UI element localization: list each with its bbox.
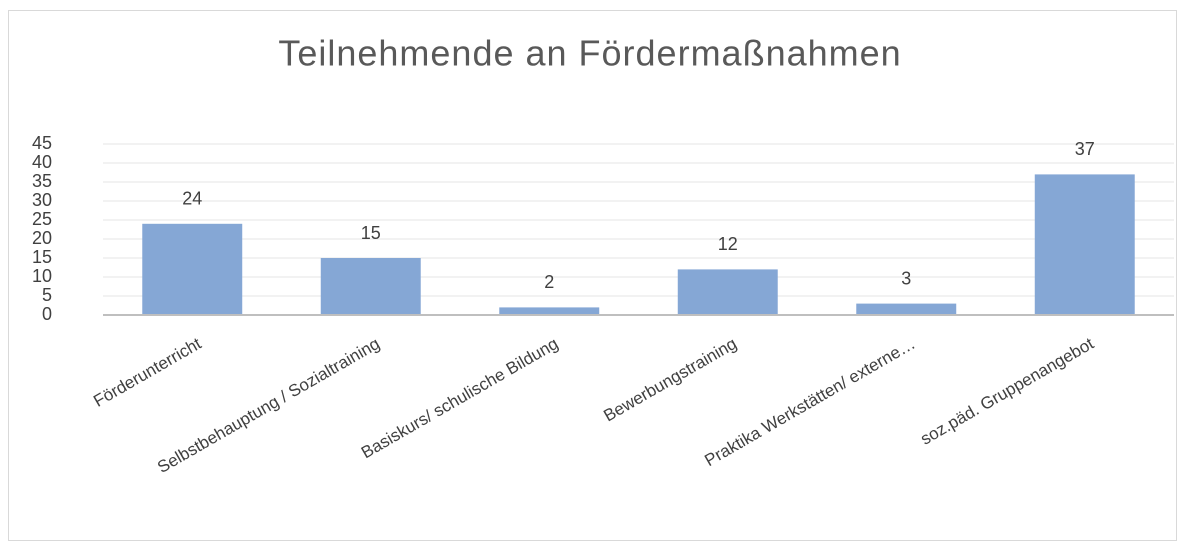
bar xyxy=(320,258,421,315)
bar xyxy=(856,303,957,315)
y-tick-label: 0 xyxy=(42,304,52,324)
y-tick-label: 40 xyxy=(32,152,52,172)
y-tick-label: 35 xyxy=(32,171,52,191)
y-tick-label: 5 xyxy=(42,285,52,305)
bar xyxy=(1034,174,1135,315)
y-tick-label: 25 xyxy=(32,209,52,229)
data-label: 37 xyxy=(1075,139,1095,159)
y-tick-label: 15 xyxy=(32,247,52,267)
bar xyxy=(677,269,778,315)
y-tick-label: 45 xyxy=(32,133,52,153)
data-label: 12 xyxy=(718,234,738,254)
bar xyxy=(142,223,243,315)
data-label: 3 xyxy=(901,268,911,288)
y-tick-label: 10 xyxy=(32,266,52,286)
y-tick-label: 30 xyxy=(32,190,52,210)
chart-title: Teilnehmende an Fördermaßnahmen xyxy=(278,33,901,74)
data-label: 24 xyxy=(182,189,202,209)
y-tick-label: 20 xyxy=(32,228,52,248)
data-label: 15 xyxy=(361,223,381,243)
data-label: 2 xyxy=(544,272,554,292)
bar xyxy=(499,307,600,315)
